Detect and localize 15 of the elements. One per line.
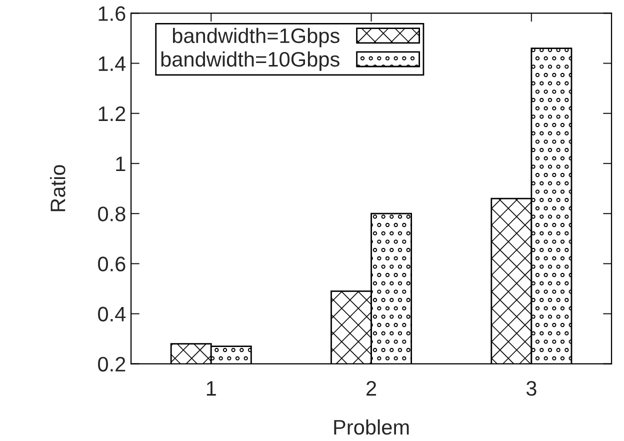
x-axis-title: Problem: [334, 419, 409, 435]
x-tick-label: 1: [206, 381, 216, 396]
x-tick-label: 3: [526, 381, 536, 396]
y-tick-label: 1.2: [98, 106, 126, 121]
y-tick-label: 0.8: [98, 206, 126, 222]
y-tick-label: 1.6: [98, 6, 126, 21]
legend-label: bandwidth=10Gbps: [161, 51, 340, 71]
y-tick-label: 0.4: [98, 306, 126, 322]
legend-label: bandwidth=1Gbps: [172, 28, 340, 48]
y-axis-title: Ratio: [50, 165, 66, 212]
x-tick-label: 2: [366, 381, 376, 396]
y-tick-label: 0.2: [98, 356, 126, 372]
y-tick-label: 1: [116, 156, 126, 172]
y-tick-label: 1.4: [98, 56, 126, 71]
y-tick-label: 0.6: [98, 256, 126, 272]
